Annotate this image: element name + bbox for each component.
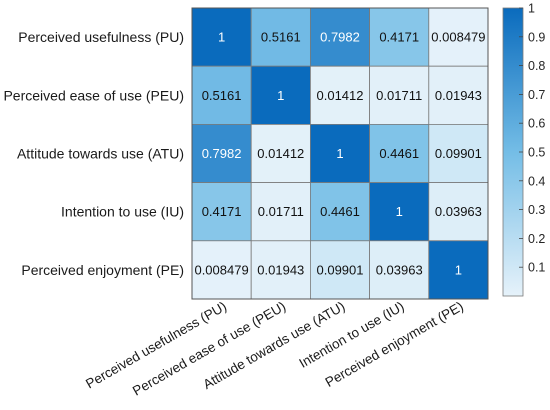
cell-value-label: 1 bbox=[277, 88, 284, 103]
cell-value-label: 0.03963 bbox=[376, 262, 423, 277]
cell-value-label: 0.01412 bbox=[257, 146, 304, 161]
cell-value-label: 0.4461 bbox=[379, 146, 419, 161]
heatmap-cell bbox=[250, 240, 311, 300]
cell-value-label: 1 bbox=[455, 262, 462, 277]
cell-value-label: 0.4171 bbox=[379, 30, 419, 45]
row-label: Perceived usefulness (PU) bbox=[18, 29, 184, 45]
cell-value-label: 0.4461 bbox=[320, 204, 360, 219]
heatmap-cell bbox=[309, 182, 370, 242]
cell-value-label: 0.008479 bbox=[194, 262, 248, 277]
colorbar-tick-label: 0.8 bbox=[528, 59, 545, 73]
colorbar-tick-label: 0.2 bbox=[528, 232, 545, 246]
cell-value-label: 0.01412 bbox=[317, 88, 364, 103]
cell-value-label: 0.7982 bbox=[320, 30, 360, 45]
cell-value-label: 0.008479 bbox=[431, 30, 485, 45]
cell-value-label: 0.03963 bbox=[435, 204, 482, 219]
colorbar-tick-label: 0.1 bbox=[528, 261, 545, 275]
heatmap-cell bbox=[428, 65, 489, 125]
cell-value-label: 0.01943 bbox=[435, 88, 482, 103]
heatmap-cell bbox=[191, 240, 252, 300]
colorbar-tick-label: 0.9 bbox=[528, 30, 545, 44]
heatmap-cell bbox=[250, 124, 311, 184]
heatmap-cell bbox=[428, 240, 489, 300]
heatmap-cell bbox=[369, 124, 430, 184]
heatmap-cell bbox=[250, 7, 311, 67]
heatmap-cell bbox=[309, 124, 370, 184]
heatmap-cell bbox=[309, 240, 370, 300]
row-label: Attitude towards use (ATU) bbox=[17, 146, 184, 162]
colorbar-tick-label: 0.5 bbox=[528, 146, 545, 160]
cell-value-label: 0.4171 bbox=[202, 204, 242, 219]
heatmap-cell bbox=[428, 7, 489, 67]
colorbar-tick-label: 0.4 bbox=[528, 174, 545, 188]
heatmap-cell bbox=[369, 182, 430, 242]
row-label: Perceived ease of use (PEU) bbox=[3, 87, 184, 103]
colorbar-tick-label: 0.3 bbox=[528, 203, 545, 217]
heatmap-cell bbox=[191, 7, 252, 67]
cell-value-label: 0.7982 bbox=[202, 146, 242, 161]
heatmap-cells: 1 0.5161 0.7982 0.4171 0.008479 0.5161 1 0.0141… bbox=[191, 7, 489, 300]
heatmap-cell bbox=[428, 182, 489, 242]
colorbar-tick-label: 0.7 bbox=[528, 88, 545, 102]
cell-value-label: 0.01943 bbox=[257, 262, 304, 277]
cell-value-label: 0.09901 bbox=[435, 146, 482, 161]
row-labels: Perceived usefulness (PU) Perceived ease … bbox=[3, 29, 184, 278]
heatmap-cell bbox=[369, 7, 430, 67]
heatmap-border bbox=[191, 7, 489, 300]
cell-value-label: 0.5161 bbox=[202, 88, 242, 103]
column-labels: Perceived usefulness (PU)Perceived ease … bbox=[83, 299, 466, 399]
cell-value-label: 1 bbox=[218, 30, 225, 45]
cell-value-label: 1 bbox=[396, 204, 403, 219]
colorbar-tick-label: 1 bbox=[528, 2, 535, 16]
cell-value-label: 1 bbox=[336, 146, 343, 161]
colorbar: 0.1 0.2 0.3 0.4 0.5 0.6 0.7 0.8 0.9 1 bbox=[502, 2, 545, 297]
heatmap-cell bbox=[309, 65, 370, 125]
cell-value-label: 0.09901 bbox=[317, 262, 364, 277]
cell-value-label: 0.01711 bbox=[258, 204, 304, 219]
heatmap-cell bbox=[191, 65, 252, 125]
row-label: Intention to use (IU) bbox=[61, 204, 184, 220]
colorbar-tick-label: 0.6 bbox=[528, 117, 545, 131]
cell-value-label: 0.5161 bbox=[261, 30, 301, 45]
row-label: Perceived enjoyment (PE) bbox=[21, 262, 184, 278]
heatmap-cell bbox=[250, 182, 311, 242]
cell-value-label: 0.01711 bbox=[376, 88, 422, 103]
